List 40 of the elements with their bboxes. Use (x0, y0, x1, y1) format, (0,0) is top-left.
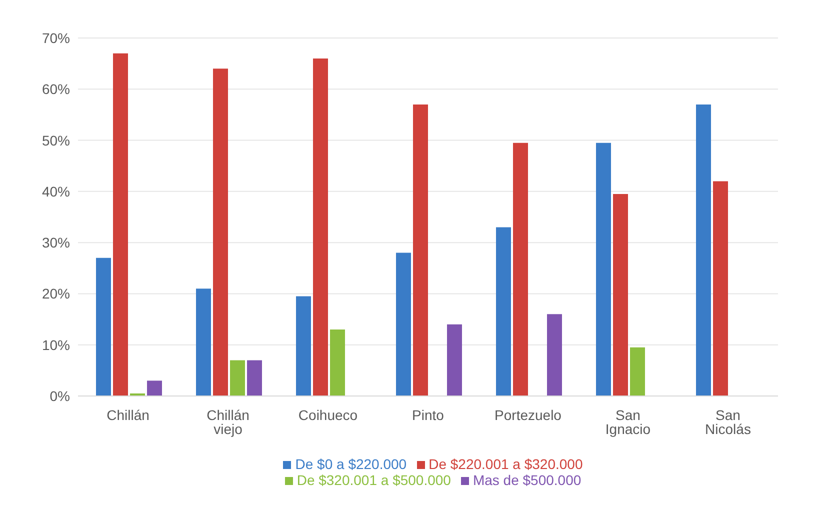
bar (713, 181, 728, 396)
x-tick-label: Portezuelo (494, 406, 562, 423)
y-tick-label: 20% (42, 286, 70, 302)
bar (396, 252, 411, 396)
bar (230, 360, 245, 396)
legend-label: De $320.001 a $500.000 (296, 472, 451, 488)
y-tick-label: 10% (42, 336, 70, 353)
bar (313, 58, 328, 396)
x-tick-label: San Ignacio (605, 406, 651, 437)
legend-label: De $0 a $220.000 (295, 456, 407, 472)
bar (296, 296, 311, 396)
legend-label: De $220.001 a $320.000 (428, 456, 583, 472)
bar (630, 347, 645, 396)
y-tick-label: 50% (42, 132, 70, 148)
y-tick-label: 70% (42, 30, 70, 46)
bar (113, 53, 128, 396)
x-tick-label: San Nicolás (705, 406, 751, 437)
x-tick-label: Chillán (106, 406, 150, 423)
y-tick-label: 30% (42, 234, 70, 251)
bar (447, 324, 462, 396)
x-tick-label: Chillán viejo (206, 406, 250, 437)
y-tick-label: 60% (42, 81, 70, 98)
x-tick-label: Coihueco (298, 406, 358, 423)
bar (496, 227, 511, 396)
bar (596, 142, 611, 396)
bar (547, 314, 562, 396)
bar (330, 330, 345, 396)
y-tick-label: 40% (42, 183, 70, 200)
legend-label: Mas de $500.000 (472, 472, 582, 488)
bar (196, 288, 211, 396)
bar (96, 258, 111, 396)
x-tick-label: Pinto (412, 406, 444, 423)
bar (613, 194, 628, 396)
bar (513, 142, 528, 396)
bar (213, 68, 228, 396)
y-tick-label: 0% (50, 388, 70, 404)
bar (696, 104, 711, 396)
bar (413, 104, 428, 396)
bar (147, 380, 162, 396)
bar (247, 360, 262, 396)
